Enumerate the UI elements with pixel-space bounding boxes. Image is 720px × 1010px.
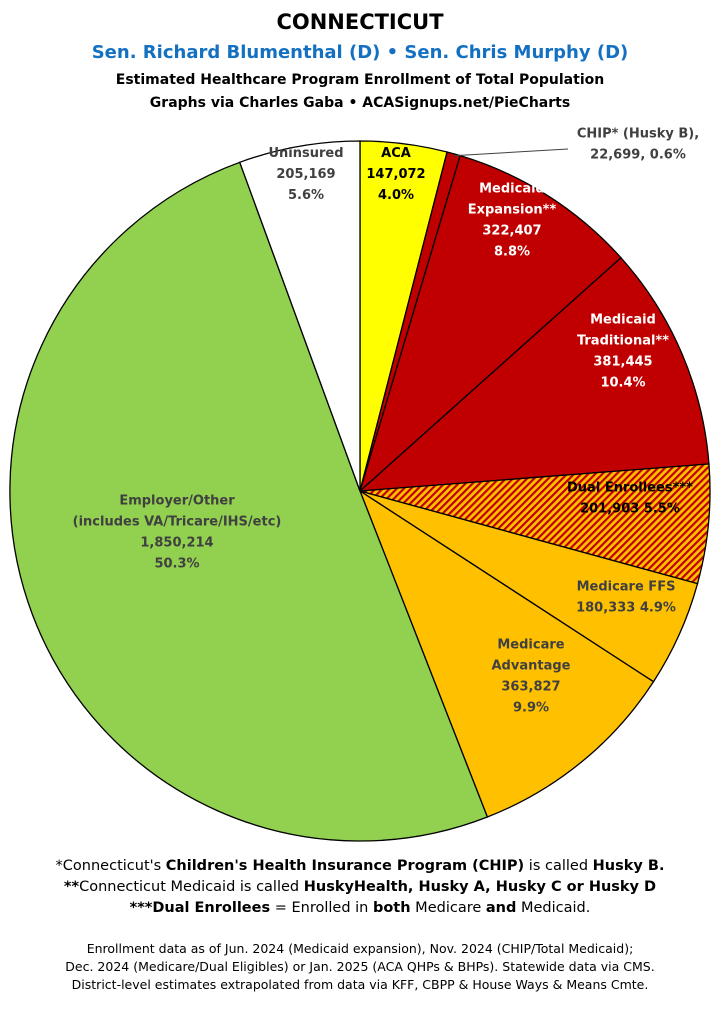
slice-label-medicaid-expansion: Medicaid Expansion** 322,407 8.8%	[468, 182, 557, 260]
slice-label-line: Medicaid	[590, 313, 656, 328]
slice-label-line: Dual Enrollees***	[567, 481, 693, 496]
slice-label-line: 205,169	[276, 167, 335, 182]
slice-label-line: 147,072	[366, 167, 425, 182]
pie-slice-employer-other	[9, 161, 489, 842]
slice-label-line: 201,903 5.5%	[580, 502, 680, 517]
pie-slices	[9, 140, 711, 842]
slice-label-line: 5.6%	[288, 188, 324, 203]
chart-subtitle: Estimated Healthcare Program Enrollment …	[115, 72, 605, 88]
slice-label-aca: ACA 147,072 4.0%	[366, 146, 425, 203]
slice-label-line: (includes VA/Tricare/IHS/etc)	[73, 515, 282, 530]
slice-label-line: 10.4%	[600, 376, 645, 391]
slice-label-line: 4.0%	[378, 188, 414, 203]
slice-label-line: Traditional**	[577, 334, 669, 349]
chart-title: CONNECTICUT	[276, 10, 444, 34]
slice-label-line: Medicaid	[479, 182, 545, 197]
slice-label-line: 322,407	[482, 224, 541, 239]
pie-slice-medicaid-expansion	[358, 154, 622, 494]
pie-slice-uninsured	[238, 140, 361, 492]
chart-credits: Graphs via Charles Gaba • ACASignups.net…	[149, 95, 571, 111]
senators-line: Sen. Richard Blumenthal (D) • Sen. Chris…	[91, 42, 629, 63]
slice-label-line: Expansion**	[468, 203, 557, 218]
slice-label-line: 363,827	[501, 680, 560, 695]
footnote-line: ***Dual Enrollees = Enrolled in both Med…	[129, 900, 591, 916]
source-line: District-level estimates extrapolated fr…	[71, 977, 649, 992]
slice-label-line: Medicare	[497, 638, 564, 653]
slice-label-line: Medicare FFS	[577, 580, 676, 595]
slice-label-line: ACA	[381, 146, 411, 161]
slice-label-line: Advantage	[492, 659, 571, 674]
pie-slice-medicare-advantage	[358, 489, 655, 818]
slice-label-line: 9.9%	[513, 701, 549, 716]
slice-label-line: 1,850,214	[140, 536, 213, 551]
slice-label-chip: CHIP* (Husky B), 22,699, 0.6%	[577, 127, 699, 163]
slice-label-medicare-advantage: Medicare Advantage 363,827 9.9%	[492, 638, 571, 716]
slice-label-medicare-ffs: Medicare FFS 180,333 4.9%	[576, 580, 676, 616]
source-line: Enrollment data as of Jun. 2024 (Medicai…	[86, 941, 634, 956]
slice-label-line: Employer/Other	[119, 494, 235, 509]
slice-label-line: Uninsured	[268, 146, 343, 161]
slice-label-line: 381,445	[593, 355, 652, 370]
pie-labels: ACA 147,072 4.0% CHIP* (Husky B), 22,699, 0.…	[73, 127, 700, 716]
slice-label-medicaid-traditional: Medicaid Traditional** 381,445 10.4%	[577, 313, 669, 391]
source-line: Dec. 2024 (Medicare/Dual Eligibles) or J…	[65, 959, 655, 974]
data-sources: Enrollment data as of Jun. 2024 (Medicai…	[0, 940, 720, 994]
footnote-line: **Connecticut Medicaid is called HuskyHe…	[63, 879, 657, 895]
slice-label-line: 180,333 4.9%	[576, 601, 676, 616]
chip-leader-line	[453, 148, 569, 157]
footnotes: *Connecticut's Children's Health Insuran…	[0, 856, 720, 919]
slice-label-dual-enrollees: Dual Enrollees*** 201,903 5.5%	[567, 481, 693, 517]
slice-label-line: 22,699, 0.6%	[590, 148, 686, 163]
slice-label-employer-other: Employer/Other (includes VA/Tricare/IHS/e…	[73, 494, 282, 572]
pie-chart: ACA 147,072 4.0% CHIP* (Husky B), 22,699, 0.…	[9, 127, 711, 842]
footnote-line: *Connecticut's Children's Health Insuran…	[55, 858, 665, 874]
slice-label-line: 8.8%	[494, 245, 530, 260]
slice-label-line: CHIP* (Husky B),	[577, 127, 699, 142]
pie-slice-medicaid-traditional	[358, 256, 710, 492]
slice-label-uninsured: Uninsured 205,169 5.6%	[268, 146, 343, 203]
slice-label-line: 50.3%	[154, 557, 199, 572]
